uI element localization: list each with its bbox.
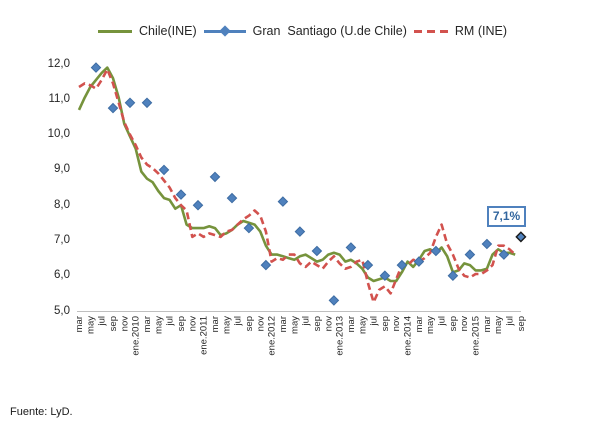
svg-text:sep: sep <box>516 316 527 331</box>
y-tick-label: 5,0 <box>54 304 70 317</box>
svg-text:may: may <box>357 316 368 334</box>
svg-text:ene.2011: ene.2011 <box>199 316 210 355</box>
y-tick-label: 11,0 <box>48 92 70 105</box>
svg-text:ene.2014: ene.2014 <box>403 316 414 356</box>
y-tick-label: 10,0 <box>47 128 70 141</box>
legend-swatch-rm-ine-dashed <box>413 29 448 33</box>
svg-text:mar: mar <box>482 316 493 332</box>
legend-label-chile-ine: Chile(INE) <box>139 24 197 38</box>
source-note: Fuente: LyD. <box>10 406 73 418</box>
svg-text:ene.2015: ene.2015 <box>471 316 482 356</box>
legend-item-rm-ine: RM (INE) <box>455 24 507 38</box>
svg-text:ene.2013: ene.2013 <box>335 316 346 356</box>
legend-swatch-gran-santiago-line-marker <box>203 25 246 37</box>
svg-text:jul: jul <box>437 316 448 327</box>
legend-swatch-chile-ine-line <box>98 29 132 33</box>
svg-text:sep: sep <box>448 316 459 331</box>
y-tick-label: 6,0 <box>54 269 70 282</box>
svg-text:mar: mar <box>414 316 425 332</box>
svg-text:mar: mar <box>142 316 153 332</box>
svg-text:jul: jul <box>301 316 312 327</box>
svg-text:may: may <box>153 316 164 334</box>
legend-item-chile-ine: Chile(INE) <box>139 24 197 38</box>
svg-text:may: may <box>425 316 436 334</box>
y-tick-label: 9,0 <box>54 163 70 176</box>
annotation-label: 7,1% <box>492 208 521 223</box>
svg-text:may: may <box>85 316 96 334</box>
svg-text:nov: nov <box>119 316 130 332</box>
svg-text:jul: jul <box>97 316 108 327</box>
svg-text:sep: sep <box>312 316 323 331</box>
svg-text:sep: sep <box>244 316 255 331</box>
y-tick-label: 7,0 <box>54 233 70 246</box>
legend: Chile(INE) Gran Santiago (U.de Chile) RM… <box>0 24 605 38</box>
svg-text:may: may <box>221 316 232 334</box>
svg-text:mar: mar <box>210 316 221 332</box>
svg-text:may: may <box>289 316 300 334</box>
svg-text:nov: nov <box>323 316 334 332</box>
svg-text:mar: mar <box>74 316 85 332</box>
svg-text:nov: nov <box>187 316 198 332</box>
svg-text:jul: jul <box>505 316 516 327</box>
svg-text:may: may <box>493 316 504 334</box>
svg-text:nov: nov <box>459 316 470 332</box>
svg-text:jul: jul <box>165 316 176 327</box>
svg-text:ene.2012: ene.2012 <box>267 316 278 356</box>
svg-text:nov: nov <box>255 316 266 332</box>
legend-label-rm-ine: RM (INE) <box>454 24 507 38</box>
y-tick-label: 8,0 <box>54 198 70 211</box>
svg-text:jul: jul <box>233 316 244 327</box>
svg-text:sep: sep <box>108 316 119 331</box>
svg-text:sep: sep <box>176 316 187 331</box>
svg-text:sep: sep <box>380 316 391 331</box>
annotation-callout: 7,1% <box>486 205 527 227</box>
svg-text:mar: mar <box>278 316 289 332</box>
svg-text:nov: nov <box>391 316 402 332</box>
legend-item-gran-santiago: Gran Santiago (U.de Chile) <box>253 24 407 38</box>
legend-label-gran-santiago: Gran Santiago (U.de Chile) <box>252 24 407 38</box>
svg-text:mar: mar <box>346 316 357 332</box>
svg-text:jul: jul <box>369 316 380 327</box>
svg-text:ene.2010: ene.2010 <box>131 316 142 356</box>
y-tick-label: 12,0 <box>47 57 70 70</box>
